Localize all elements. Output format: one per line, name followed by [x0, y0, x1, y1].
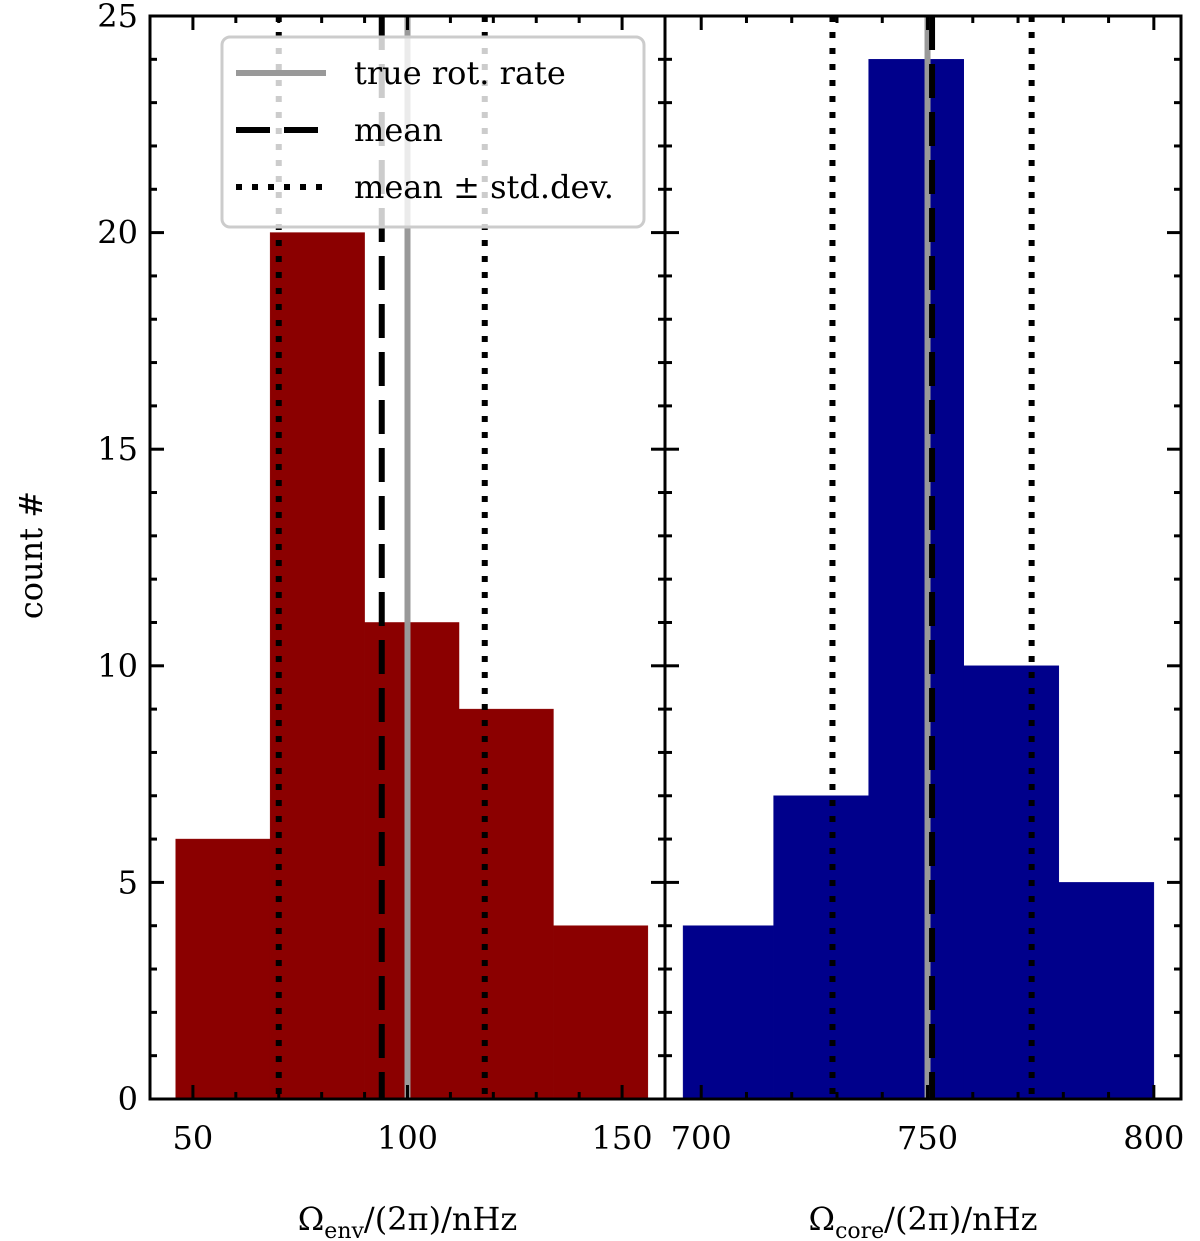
- y-tick-label: 0: [118, 1080, 138, 1118]
- x-tick-label: 150: [592, 1119, 653, 1157]
- y-tick-label: 25: [97, 0, 138, 35]
- y-tick-label: 20: [97, 214, 138, 252]
- y-tick-label: 10: [97, 647, 138, 685]
- histogram-bar: [175, 838, 271, 1100]
- histogram-bar: [773, 795, 869, 1100]
- panel-core: 700 750 800 Ωcore/(2π)/nHz: [663, 14, 1184, 1241]
- legend-box: [220, 35, 646, 229]
- histogram-bar: [553, 925, 649, 1100]
- x-tick-label: 800: [1123, 1119, 1184, 1157]
- x-tick-label: 100: [377, 1119, 438, 1157]
- legend-label: mean: [354, 111, 443, 149]
- histogram-bar: [269, 232, 365, 1100]
- histogram-bar: [963, 665, 1060, 1100]
- x-tick-label: 50: [173, 1119, 214, 1157]
- histogram-bar: [868, 59, 964, 1100]
- axes-frame: [663, 14, 1183, 1101]
- panel-envelope: 0 5 10 15 20 25 50 100 150 Ωenv/(2π)/nHz: [97, 0, 667, 1241]
- histogram-bar: [458, 708, 554, 1100]
- histogram-bar: [682, 925, 774, 1100]
- x-axis-label: Ωenv/(2π)/nHz: [298, 1200, 517, 1241]
- y-axis-label: count #: [12, 491, 50, 619]
- y-tick-label: 5: [118, 863, 138, 901]
- histogram-bar: [1058, 882, 1155, 1100]
- histogram-bar: [364, 622, 460, 1100]
- legend: true rot. rate mean mean ± std.dev.: [220, 35, 646, 229]
- y-tick-label: 15: [97, 430, 138, 468]
- x-tick-label: 750: [897, 1119, 958, 1157]
- legend-label: true rot. rate: [354, 54, 566, 92]
- x-axis-label: Ωcore/(2π)/nHz: [809, 1200, 1038, 1241]
- x-tick-label: 700: [671, 1119, 732, 1157]
- legend-label: mean ± std.dev.: [354, 168, 614, 206]
